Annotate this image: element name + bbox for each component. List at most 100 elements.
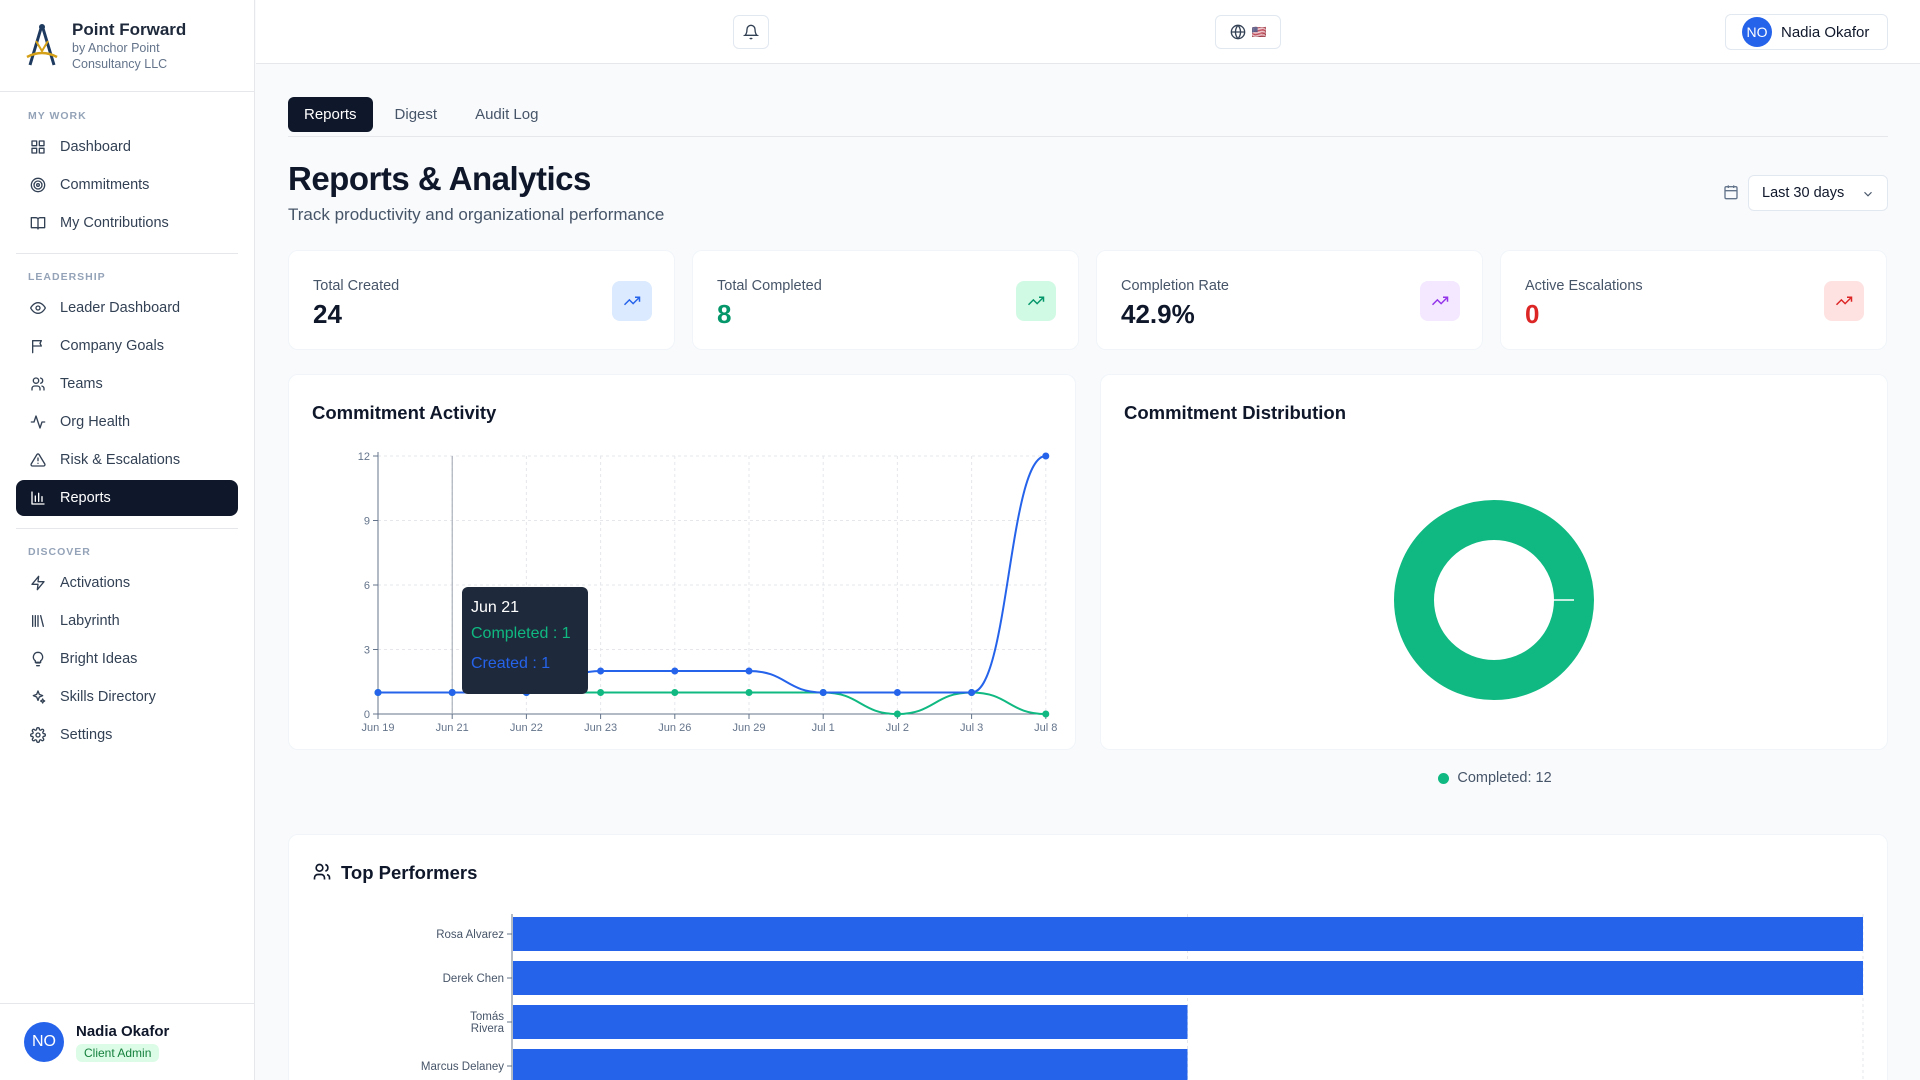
sidebar-nav: MY WORK Dashboard Commitments My Contributi… [0,92,254,753]
target-icon [30,177,46,193]
sidebar-item-bright-ideas[interactable]: Bright Ideas [16,641,238,677]
calendar-icon [1724,185,1738,200]
stat-value: 8 [717,299,732,329]
sidebar-item-settings[interactable]: Settings [16,717,238,753]
date-range-value: Last 30 days [1762,185,1845,201]
y-tick-label: 3 [364,645,370,657]
data-point-created [819,689,827,696]
data-point-created [968,689,976,696]
sidebar-item-org-health[interactable]: Org Health [16,404,238,440]
sidebar-item-label: Bright Ideas [60,651,138,667]
x-tick-label: Jul 3 [960,722,983,734]
sidebar-item-label: Reports [60,490,111,506]
sidebar: Point Forward by Anchor Point Consultanc… [0,0,255,1080]
y-tick-label: Marcus Delaney [421,1061,504,1073]
sidebar-item-label: Labyrinth [60,613,120,629]
sidebar-item-label: My Contributions [60,215,169,231]
stat-card-total-completed: Total Completed 8 [692,250,1079,350]
data-point-created [1042,452,1050,460]
user-menu-button[interactable]: NO Nadia Okafor [1725,14,1888,50]
tab-audit-log[interactable]: Audit Log [475,106,539,123]
date-range-select[interactable]: Last 30 days [1748,175,1888,211]
x-tick-label: Jun 19 [361,722,394,734]
nav-divider [16,253,238,254]
eye-icon [30,302,46,314]
stat-card-active-escalations: Active Escalations 0 [1500,250,1887,350]
warning-icon [30,453,46,467]
sidebar-item-activations[interactable]: Activations [16,565,238,601]
sparkles-icon [32,690,46,704]
tab-bar: Reports Digest Audit Log [288,97,1888,137]
avatar: NO [1742,17,1772,47]
x-tick-label: Jul 8 [1034,722,1057,734]
nav-section: MY WORK Dashboard Commitments My Contributi… [0,105,254,241]
library-icon [31,615,44,627]
sidebar-user[interactable]: NO Nadia Okafor Client Admin [0,1003,254,1080]
tab-reports[interactable]: Reports [288,97,373,132]
grid-icon [31,140,45,154]
sidebar-item-risk-escalations[interactable]: Risk & Escalations [16,442,238,478]
sidebar-item-commitments[interactable]: Commitments [16,167,238,203]
data-point-completed [893,710,901,718]
sidebar-item-label: Leader Dashboard [60,300,181,316]
stat-value: 0 [1525,299,1540,329]
sidebar-item-skills-directory[interactable]: Skills Directory [16,679,238,715]
sidebar-item-label: Org Health [60,414,131,430]
sidebar-item-teams[interactable]: Teams [16,366,238,402]
brand-title: Point Forward [72,19,187,39]
trending-up-icon [1420,281,1460,321]
page-subtitle: Track productivity and organizational pe… [288,205,665,224]
data-point-completed [745,689,753,696]
y-tick-label: Rosa Alvarez [436,929,504,941]
data-point-completed [1042,710,1050,718]
notifications-button[interactable] [733,15,769,49]
data-point-created [893,689,901,696]
brand-subtitle: by Anchor Point Consultancy LLC [72,40,168,71]
tooltip-created: Created : 1 [471,655,551,672]
y-tick-label: 0 [364,709,370,721]
commitment-activity-card: Commitment Activity 0 3 6 9 12 Jun 19 Jun 21 Ju… [288,374,1076,750]
card-title: Top Performers [341,862,478,883]
data-point-created [374,689,382,696]
avatar: NO [24,1022,64,1062]
commitment-activity-chart[interactable]: 0 3 6 9 12 Jun 19 Jun 21 Jun 22 Jun 23 Jun 26 Jun … [289,375,1077,751]
data-point-created [597,667,605,675]
x-tick-label: Jul 2 [886,722,909,734]
tooltip-completed: Completed : 1 [471,625,571,642]
sidebar-item-company-goals[interactable]: Company Goals [16,328,238,364]
commitment-distribution-chart[interactable] [1101,375,1889,751]
sidebar-item-leader-dashboard[interactable]: Leader Dashboard [16,290,238,326]
page-title: Reports & Analytics [288,160,591,197]
sidebar-item-label: Risk & Escalations [60,452,181,468]
tab-digest[interactable]: Digest [394,106,438,123]
users-icon [313,863,331,880]
role-badge: Client Admin [76,1043,160,1062]
nav-section: LEADERSHIP Leader Dashboard Company Goals T… [0,266,254,516]
y-tick-label: Rivera [471,1023,505,1035]
x-tick-label: Jul 1 [812,722,835,734]
trending-up-icon [1824,281,1864,321]
card-title: Commitment Distribution [1124,402,1346,423]
sidebar-item-label: Activations [60,575,131,591]
tooltip-date: Jun 21 [471,599,520,616]
top-performers-card: Top Performers Rosa Alvarez Derek Chen Tom… [288,834,1888,1080]
brand[interactable]: Point Forward by Anchor Point Consultanc… [0,0,254,92]
sidebar-item-my-contributions[interactable]: My Contributions [16,205,238,241]
sidebar-item-labyrinth[interactable]: Labyrinth [16,603,238,639]
sidebar-item-reports[interactable]: Reports [16,480,238,516]
stat-value: 24 [313,299,342,329]
zap-icon [31,575,45,591]
nav-divider [16,528,238,529]
card-title: Commitment Activity [312,402,497,423]
nav-section-heading: MY WORK [28,110,87,122]
flag-icon [31,340,42,354]
bar-tom-s-rivera [513,1005,1188,1039]
trending-up-icon [612,281,652,321]
legend-dot [1438,772,1450,784]
language-button[interactable]: 🇺🇸 [1215,15,1281,49]
y-tick-label: 9 [364,516,370,528]
sidebar-item-dashboard[interactable]: Dashboard [16,129,238,165]
line-series-completed [378,691,1046,716]
commitment-distribution-card: Commitment Distribution Completed: 12 [1100,374,1889,786]
